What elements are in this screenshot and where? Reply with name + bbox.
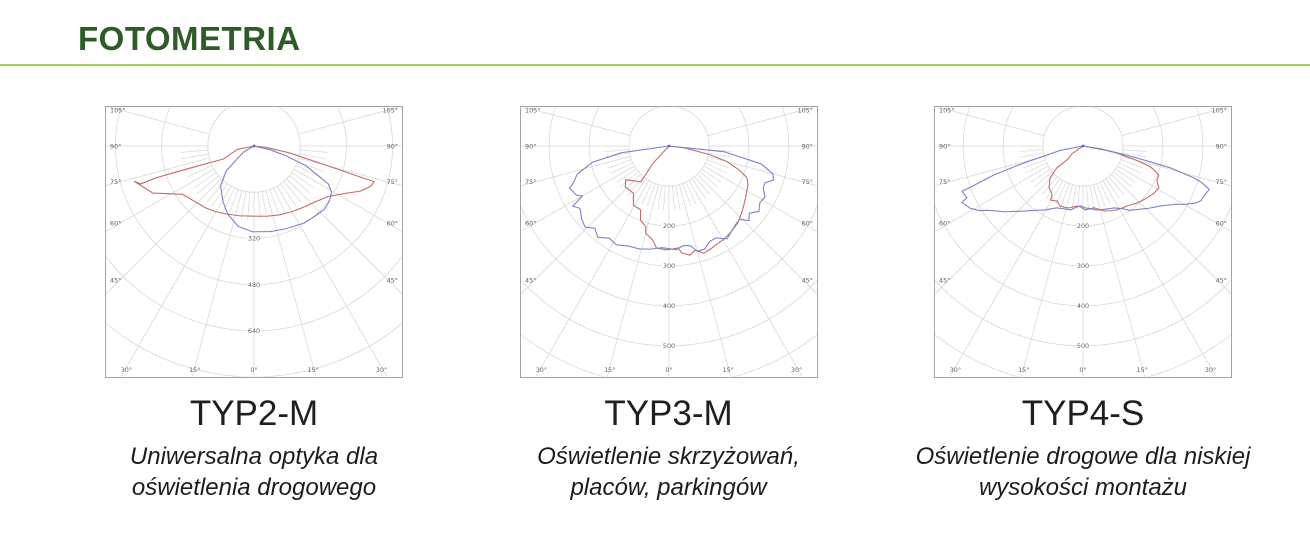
blue-curve [961,145,1210,213]
radial-tick-label: 320 [248,235,260,243]
angle-tick-label: 15° [1018,366,1029,374]
angle-tick-label: 30° [376,366,387,374]
angle-tick-label: 30° [535,366,546,374]
radial-tick-label: 480 [248,281,260,289]
angle-tick-label: 75° [939,178,950,186]
radial-tick-label: 300 [662,262,674,270]
section-header: FOTOMETRIA [0,0,1310,55]
angle-tick-label: 90° [110,142,121,150]
radial-tick-label: 640 [248,327,260,335]
angle-tick-label: 15° [189,366,200,374]
radial-tick-label: 400 [662,302,674,310]
radial-tick-label: 400 [1077,302,1089,310]
chart-column-typ3m: 200 300 400 500 0° 15° 15° 30° 30° 45° 45° 60° 60° 75… [499,106,839,503]
polar-diagram-svg: 200 300 400 500 0° 15° 15° 30° 30° 45° 45° 60° 60° 75… [934,106,1232,378]
angle-tick-label: 90° [387,142,398,150]
angle-tick-label: 15° [1137,366,1148,374]
angle-tick-label: 15° [722,366,733,374]
radial-tick-label: 200 [662,222,674,230]
angle-tick-label: 75° [387,178,398,186]
angle-tick-label: 105° [110,106,125,114]
angle-tick-label: 105° [525,106,540,114]
angle-tick-label: 45° [525,276,536,284]
chart-caption: Oświetlenie skrzyżowań, placów, parkingó… [537,442,800,501]
angle-tick-label: 60° [110,220,121,228]
red-curve [624,145,749,256]
polar-diagram-svg: 200 300 400 500 0° 15° 15° 30° 30° 45° 45° 60° 60° 75… [519,106,818,378]
chart-column-typ4s: 200 300 400 500 0° 15° 15° 30° 30° 45° 45° 60° 60° 75… [913,106,1253,503]
angle-tick-label: 105° [1212,106,1227,114]
angle-tick-label: 45° [939,276,950,284]
angle-tick-label: 30° [790,366,801,374]
chart-caption: Oświetlenie drogowe dla niskiej wysokośc… [915,442,1251,501]
red-curve [133,145,375,217]
photometric-polar-chart: 200 300 400 500 0° 15° 15° 30° 30° 45° 45° 60° 60° 75… [934,106,1232,378]
angle-tick-label: 75° [801,178,812,186]
angle-tick-label: 105° [939,106,954,114]
radial-tick-label: 500 [662,342,674,350]
blue-curve [220,145,333,233]
chart-title: TYP3-M [604,394,733,433]
angle-tick-label: 0° [1079,366,1086,374]
angle-tick-label: 45° [387,276,398,284]
angle-tick-label: 90° [939,142,950,150]
angle-tick-label: 15° [604,366,615,374]
angle-tick-label: 75° [1216,178,1227,186]
chart-caption: Uniwersalna optyka dla oświetlenia drogo… [129,442,379,501]
angle-tick-label: 0° [250,366,257,374]
chart-title: TYP2-M [189,394,319,433]
angle-tick-label: 90° [1216,142,1227,150]
angle-tick-label: 105° [797,106,812,114]
chart-title: TYP4-S [1021,394,1145,433]
chart-column-typ2m: 320 480 640 0° 15° 15° 30° 30° 45° 45° 60° 60° 75° 75… [84,106,424,503]
angle-tick-label: 45° [110,276,121,284]
angle-tick-label: 30° [1205,366,1216,374]
photometry-charts-row: 320 480 640 0° 15° 15° 30° 30° 45° 45° 60° 60° 75° 75… [0,66,1310,503]
angle-tick-label: 30° [950,366,961,374]
photometric-polar-chart: 320 480 640 0° 15° 15° 30° 30° 45° 45° 60° 60° 75° 75… [105,106,403,378]
header-divider [0,64,1310,66]
angle-tick-label: 60° [525,220,536,228]
angle-tick-label: 60° [387,220,398,228]
angle-tick-label: 30° [121,366,132,374]
radial-tick-label: 300 [1077,262,1089,270]
blue-curve [568,145,774,252]
angle-tick-label: 75° [110,178,121,186]
angle-tick-label: 75° [525,178,536,186]
angle-tick-label: 60° [1216,220,1227,228]
angle-tick-label: 105° [383,106,398,114]
red-curve [1048,145,1160,212]
angle-tick-label: 15° [308,366,319,374]
angle-tick-label: 45° [1216,276,1227,284]
angle-tick-label: 45° [801,276,812,284]
angle-tick-label: 0° [665,366,672,374]
angle-tick-label: 60° [801,220,812,228]
radial-tick-label: 500 [1077,342,1089,350]
angle-tick-label: 90° [801,142,812,150]
page-title: FOTOMETRIA [78,20,301,57]
polar-diagram-svg: 320 480 640 0° 15° 15° 30° 30° 45° 45° 60° 60° 75° 75… [105,106,403,378]
photometric-polar-chart: 200 300 400 500 0° 15° 15° 30° 30° 45° 45° 60° 60° 75… [519,106,818,378]
radial-tick-label: 200 [1077,222,1089,230]
angle-tick-label: 60° [939,220,950,228]
angle-tick-label: 90° [525,142,536,150]
